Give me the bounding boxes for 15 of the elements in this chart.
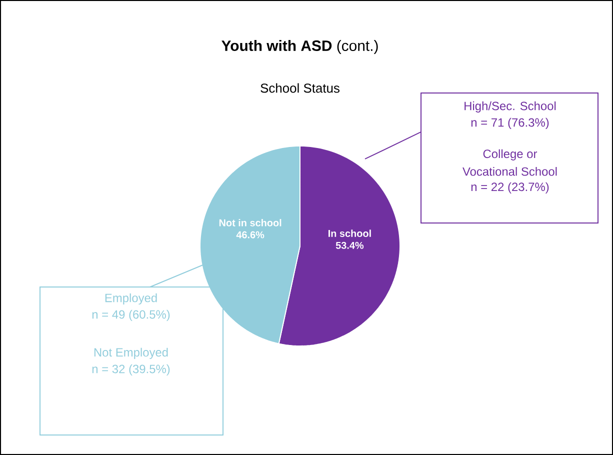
chart-subtitle: School Status — [260, 83, 340, 93]
text: n = 49 (60.5%) — [92, 310, 170, 322]
text: College or — [483, 149, 538, 160]
data-label: 46.6% — [236, 231, 264, 238]
text: Employed — [105, 293, 157, 305]
data-label: 53.4% — [336, 242, 364, 249]
text: Vocational School — [462, 167, 557, 176]
text: High/Sec. School — [464, 101, 556, 113]
text: n = 71 (76.3%) — [471, 118, 549, 130]
slice-label: In school — [328, 230, 371, 237]
text: n = 32 (39.5%) — [92, 364, 170, 376]
text: Not Employed — [94, 348, 168, 359]
text: n = 22 (23.7%) — [471, 182, 549, 194]
chart-title: Youth with ASD (cont.) — [222, 40, 378, 54]
slice-label: Not in school — [219, 219, 282, 226]
